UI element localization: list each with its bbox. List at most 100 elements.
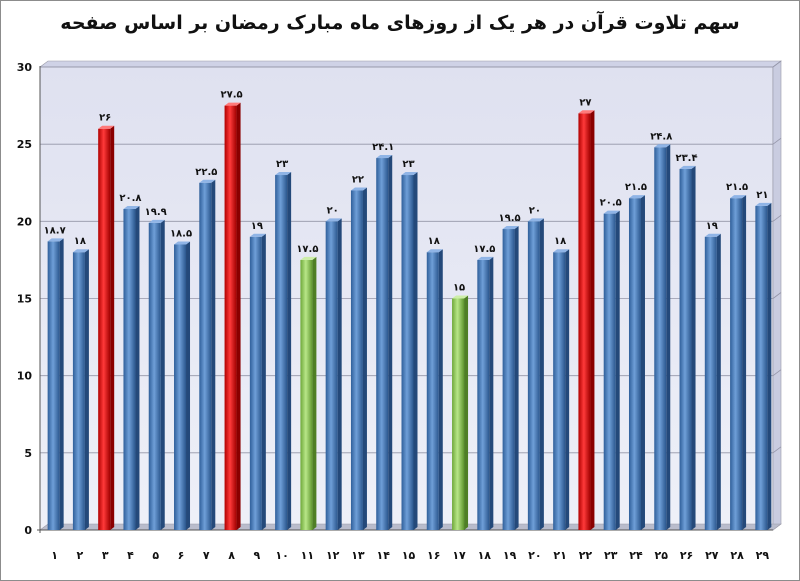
bar-face	[325, 221, 338, 531]
bar-top	[477, 256, 494, 260]
x-tick-label: ۷	[203, 549, 210, 562]
data-label: ۱۸.۷	[44, 225, 66, 236]
bar-side	[287, 172, 292, 531]
bar-top	[300, 256, 317, 260]
bar-side	[565, 249, 570, 530]
x-tick-label: ۱۴	[377, 549, 391, 562]
bar-top	[401, 172, 418, 176]
bar	[300, 256, 317, 530]
bar	[452, 295, 469, 530]
bar-side	[666, 144, 671, 530]
bar-top	[628, 195, 645, 199]
bar-top	[452, 295, 469, 299]
bar-face	[123, 208, 136, 530]
bar-top	[224, 102, 241, 106]
data-label: ۱۹.۵	[499, 213, 521, 224]
bar-face	[527, 221, 540, 531]
bar-face	[477, 259, 490, 530]
bar	[477, 256, 494, 530]
x-tick-label: ۸	[228, 549, 235, 562]
y-tick-label: 30	[17, 61, 33, 74]
bar-face	[98, 128, 111, 530]
bar-top	[755, 202, 772, 206]
bar	[123, 205, 140, 530]
bar-face	[199, 182, 212, 530]
bar-face	[350, 190, 363, 530]
bar-top	[527, 218, 544, 222]
bar-face	[275, 175, 288, 531]
bar-side	[261, 233, 266, 530]
x-tick-label: ۴	[127, 549, 134, 562]
bar-top	[98, 125, 115, 129]
data-label: ۱۹	[706, 221, 718, 232]
y-tick-label: 25	[17, 138, 32, 151]
x-tick-label: ۹	[253, 549, 260, 562]
y-tick-label: 20	[17, 215, 33, 228]
bar-face	[730, 198, 743, 530]
bar	[350, 187, 367, 530]
bar-side	[590, 110, 595, 531]
bar	[249, 233, 266, 530]
bar	[148, 219, 165, 531]
bar-top	[578, 110, 595, 114]
bar-side	[742, 195, 747, 530]
x-tick-label: ۵	[152, 549, 159, 562]
data-label: ۲۳	[276, 159, 288, 170]
data-label: ۲۱.۵	[625, 182, 647, 193]
bar-face	[224, 105, 237, 530]
gridline-side	[772, 369, 782, 376]
x-tick-label: ۲۰	[528, 549, 541, 562]
data-label: ۲۱.۵	[726, 182, 748, 193]
bar	[730, 195, 747, 530]
x-tick-label: ۲۳	[604, 549, 618, 562]
bar-face	[654, 147, 667, 530]
bar-side	[716, 233, 721, 530]
bar-top	[603, 210, 620, 214]
x-tick-label: ۱۸	[478, 549, 492, 562]
x-tick-label: ۲۷	[705, 549, 719, 562]
bar-top	[553, 249, 570, 253]
bar-top	[350, 187, 367, 191]
x-tick-label: ۲۴	[629, 549, 643, 562]
bar-side	[135, 205, 140, 530]
data-label: ۲۷	[579, 97, 591, 108]
data-label: ۲۳	[402, 159, 414, 170]
data-label: ۲۳.۴	[675, 153, 697, 164]
data-label: ۱۸	[74, 236, 86, 247]
bar	[679, 165, 696, 531]
x-tick-label: ۲۹	[756, 549, 770, 562]
y-tick-label: 10	[17, 370, 33, 383]
data-label: ۲۱	[756, 190, 768, 201]
bar-side	[362, 187, 367, 530]
bar-top	[249, 233, 266, 237]
bar-face	[628, 198, 641, 530]
bar-face	[47, 241, 60, 530]
bar-top	[376, 155, 393, 159]
bar-top	[502, 226, 519, 230]
x-tick-label: ۱۹	[503, 549, 517, 562]
bar-side	[337, 218, 342, 531]
bar	[426, 249, 443, 530]
data-label: ۲۲	[352, 174, 364, 185]
x-tick-label: ۲۲	[579, 549, 593, 562]
x-tick-label: ۲	[77, 549, 84, 562]
bar-side	[160, 219, 165, 531]
bar	[603, 210, 620, 530]
x-tick-label: ۶	[178, 549, 185, 562]
x-tick-label: ۱۶	[427, 549, 440, 562]
bar-face	[679, 168, 692, 531]
bar-top	[654, 144, 671, 148]
bar-side	[514, 226, 519, 531]
data-label: ۲۰	[529, 205, 541, 216]
x-tick-label: ۱۲	[326, 549, 340, 562]
bar-face	[72, 252, 85, 530]
bar-side	[464, 295, 469, 530]
gridline-side	[772, 60, 782, 68]
data-label: ۱۷.۵	[296, 244, 318, 255]
chart-title: سهم تلاوت قرآن در هر یک از روزهای ماه مب…	[60, 12, 740, 34]
bar-side	[767, 202, 772, 530]
bar-top	[704, 233, 721, 237]
bar	[654, 144, 671, 530]
bar-face	[452, 298, 465, 530]
bar-side	[489, 256, 494, 530]
